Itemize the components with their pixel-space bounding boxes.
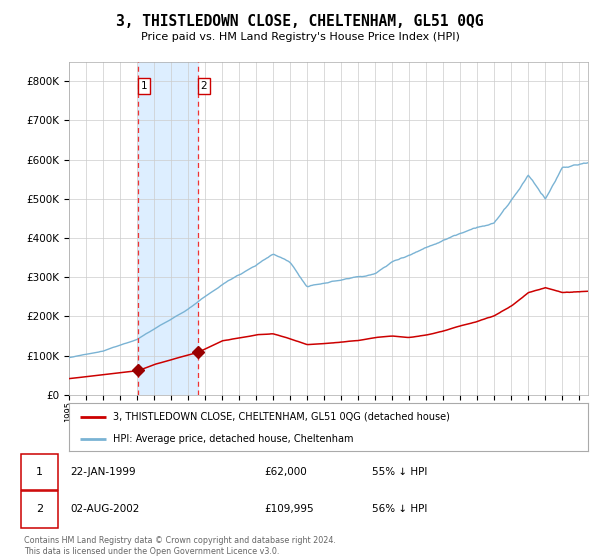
Text: 2: 2 xyxy=(36,505,43,514)
Text: 56% ↓ HPI: 56% ↓ HPI xyxy=(372,505,427,514)
Text: 1: 1 xyxy=(36,467,43,477)
Text: 2: 2 xyxy=(201,81,208,91)
Text: £109,995: £109,995 xyxy=(264,505,314,514)
Text: 02-AUG-2002: 02-AUG-2002 xyxy=(70,505,140,514)
Text: 3, THISTLEDOWN CLOSE, CHELTENHAM, GL51 0QG (detached house): 3, THISTLEDOWN CLOSE, CHELTENHAM, GL51 0… xyxy=(113,412,450,422)
Text: 22-JAN-1999: 22-JAN-1999 xyxy=(70,467,136,477)
Bar xyxy=(138,62,198,395)
Text: HPI: Average price, detached house, Cheltenham: HPI: Average price, detached house, Chel… xyxy=(113,434,353,444)
Text: £62,000: £62,000 xyxy=(264,467,307,477)
Text: 3, THISTLEDOWN CLOSE, CHELTENHAM, GL51 0QG: 3, THISTLEDOWN CLOSE, CHELTENHAM, GL51 0… xyxy=(116,14,484,29)
Text: 1: 1 xyxy=(140,81,147,91)
Text: Contains HM Land Registry data © Crown copyright and database right 2024.
This d: Contains HM Land Registry data © Crown c… xyxy=(24,536,336,556)
Text: Price paid vs. HM Land Registry's House Price Index (HPI): Price paid vs. HM Land Registry's House … xyxy=(140,32,460,43)
Text: 55% ↓ HPI: 55% ↓ HPI xyxy=(372,467,427,477)
